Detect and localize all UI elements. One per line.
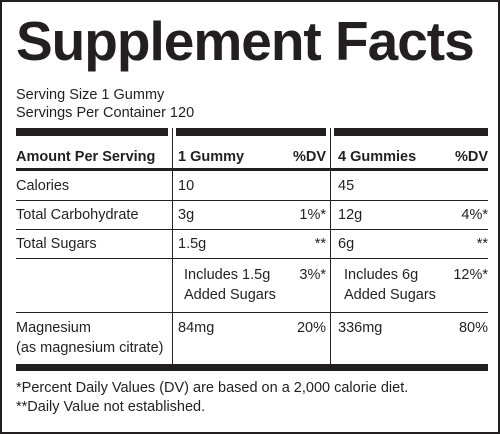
footnote-not-established: **Daily Value not established. bbox=[16, 399, 206, 415]
row-dv-2: 80% bbox=[458, 320, 488, 336]
thick-divider-left bbox=[16, 128, 168, 136]
dv-header-2: %DV bbox=[454, 149, 488, 165]
row-value-2: 336mg bbox=[338, 320, 383, 336]
row-dv-2: ** bbox=[476, 236, 488, 252]
row-name-total-carbohydrate: Total Carbohydrate bbox=[16, 207, 139, 223]
row-name-magnesium-source: (as magnesium citrate) bbox=[16, 340, 164, 356]
added-sugars-value-1-line2: Added Sugars bbox=[184, 287, 276, 303]
row-divider bbox=[16, 200, 488, 201]
row-name-calories: Calories bbox=[16, 178, 70, 194]
footnote-dv: *Percent Daily Values (DV) are based on … bbox=[16, 380, 409, 396]
added-sugars-value-2-line2: Added Sugars bbox=[344, 287, 436, 303]
column-separator-1 bbox=[172, 128, 173, 364]
serving-size: Serving Size 1 Gummy bbox=[16, 87, 165, 103]
servings-per-container: Servings Per Container 120 bbox=[16, 105, 195, 121]
panel-title: Supplement Facts bbox=[16, 10, 475, 72]
one-gummy-header: 1 Gummy bbox=[178, 149, 245, 165]
thick-divider-middle bbox=[176, 128, 326, 136]
column-separator-2 bbox=[330, 128, 331, 364]
row-value-2: 45 bbox=[338, 178, 355, 194]
row-divider bbox=[16, 229, 488, 230]
row-name-total-sugars: Total Sugars bbox=[16, 236, 97, 252]
row-divider bbox=[16, 258, 488, 259]
added-sugars-value-1-line1: Includes 1.5g bbox=[184, 267, 271, 283]
four-gummies-header: 4 Gummies bbox=[338, 149, 417, 165]
thick-divider-right bbox=[334, 128, 488, 136]
header-divider bbox=[16, 168, 488, 171]
added-sugars-dv-2: 12%* bbox=[453, 267, 488, 283]
amount-per-serving-header: Amount Per Serving bbox=[16, 149, 156, 165]
row-divider bbox=[16, 312, 488, 313]
row-dv-1: 20% bbox=[296, 320, 326, 336]
row-value-2: 6g bbox=[338, 236, 355, 252]
row-value-1: 84mg bbox=[178, 320, 215, 336]
row-value-2: 12g bbox=[338, 207, 363, 223]
added-sugars-value-2-line1: Includes 6g bbox=[344, 267, 419, 283]
bottom-thick-divider bbox=[16, 364, 488, 371]
row-dv-2: 4%* bbox=[461, 207, 488, 223]
row-value-1: 1.5g bbox=[178, 236, 207, 252]
dv-header-1: %DV bbox=[292, 149, 326, 165]
added-sugars-dv-1: 3%* bbox=[299, 267, 326, 283]
row-value-1: 3g bbox=[178, 207, 195, 223]
row-dv-1: ** bbox=[314, 236, 326, 252]
row-dv-1: 1%* bbox=[299, 207, 326, 223]
row-name-magnesium: Magnesium bbox=[16, 320, 91, 336]
row-value-1: 10 bbox=[178, 178, 195, 194]
